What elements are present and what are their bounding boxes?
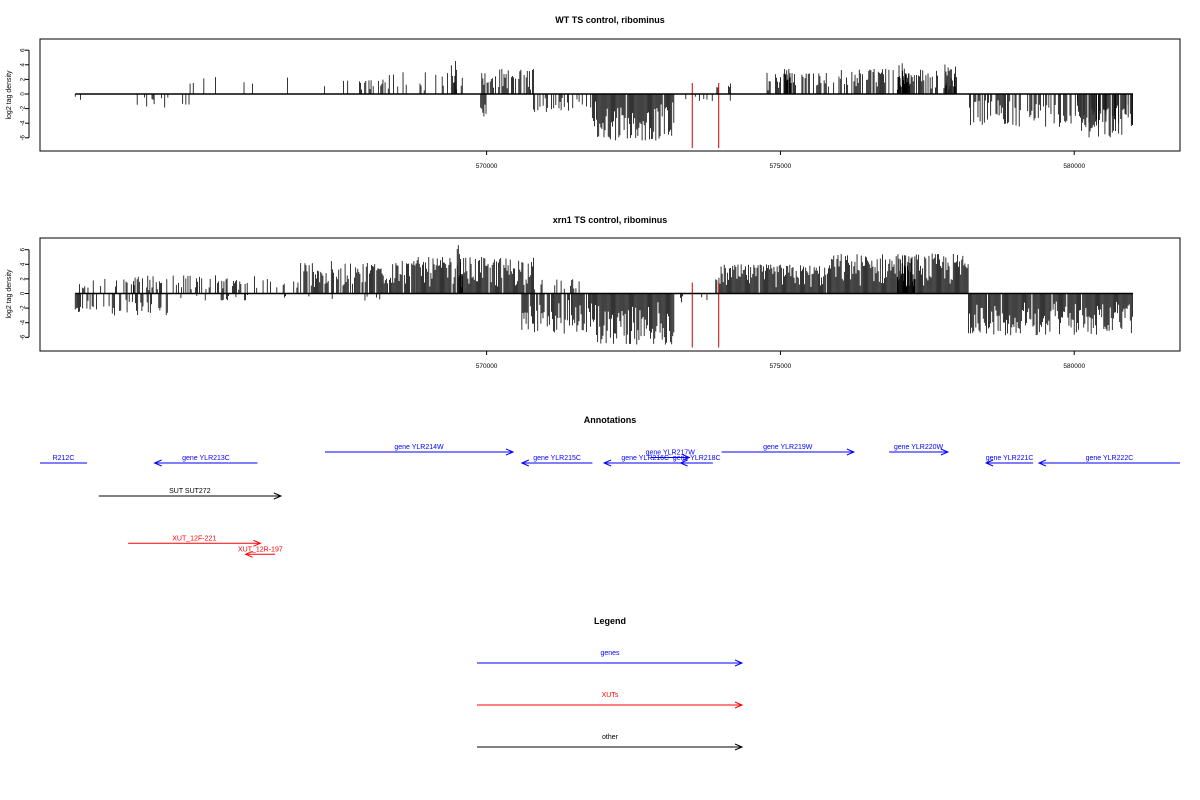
legend-item-xut: XUTs bbox=[477, 692, 744, 709]
x-tick-label: 580000 bbox=[1063, 363, 1085, 370]
feature-label: SUT SUT272 bbox=[169, 488, 211, 495]
x-tick-label: 580000 bbox=[1063, 163, 1085, 170]
annotation-features: R212C gene YLR213C gene YLR214W gene YLR215… bbox=[40, 444, 1180, 558]
y-tick-label: 2 bbox=[21, 77, 27, 81]
x-tick-label: 575000 bbox=[770, 363, 792, 370]
feature-xut: XUT_12F-221 bbox=[128, 535, 262, 547]
legend-label: other bbox=[602, 734, 619, 741]
arrowhead bbox=[520, 459, 530, 467]
y-axis-ticks: -6 -4 -2 0 2 4 6 bbox=[21, 247, 30, 340]
legend-item-gene: genes bbox=[477, 650, 744, 667]
feature-xut: XUT_12R-197 bbox=[238, 546, 283, 558]
feature-label: XUT_12F-221 bbox=[172, 535, 216, 542]
legend-label: genes bbox=[600, 650, 620, 657]
panel-title: xrn1 TS control, ribominus bbox=[553, 215, 668, 225]
arrowhead bbox=[734, 659, 744, 667]
track-panel-wt: WT TS control, ribominus log2 tag densit… bbox=[6, 15, 1181, 170]
density-bars bbox=[74, 60, 1133, 141]
feature-gene: gene YLR214W bbox=[325, 444, 515, 456]
annotations-track: Annotations R212C gene YLR213C gene YLR214… bbox=[40, 415, 1180, 558]
arrowhead bbox=[1037, 459, 1047, 467]
feature-label: gene YLR216C bbox=[621, 455, 669, 462]
feature-gene: gene YLR213C bbox=[153, 455, 258, 467]
feature-gene: gene YLR216C bbox=[602, 455, 687, 467]
red-markers bbox=[691, 83, 720, 149]
y-tick-label: -2 bbox=[21, 105, 27, 111]
y-tick-label: 6 bbox=[21, 247, 27, 251]
y-axis-label: log2 tag density bbox=[6, 70, 13, 120]
feature-label: R212C bbox=[53, 455, 75, 462]
track-panel-xrn1: xrn1 TS control, ribominus log2 tag dens… bbox=[6, 215, 1181, 370]
y-tick-label: -2 bbox=[21, 305, 27, 311]
feature-label: gene YLR213C bbox=[182, 455, 230, 462]
y-axis-label: log2 tag density bbox=[6, 269, 13, 319]
feature-label: gene YLR222C bbox=[1086, 455, 1134, 462]
legend-label: XUTs bbox=[602, 692, 619, 699]
x-tick-label: 575000 bbox=[770, 163, 792, 170]
y-tick-label: 4 bbox=[21, 62, 27, 66]
panel-title: WT TS control, ribominus bbox=[555, 15, 665, 25]
feature-gene: gene YLR218C bbox=[673, 455, 721, 467]
y-tick-label: -6 bbox=[21, 334, 27, 340]
y-axis-ticks: -6 -4 -2 0 2 4 6 bbox=[21, 48, 30, 140]
legend: Legend genes XUTs other bbox=[477, 616, 744, 751]
feature-label: gene YLR215C bbox=[533, 455, 581, 462]
y-tick-label: 4 bbox=[21, 262, 27, 266]
density-bars bbox=[74, 245, 1133, 345]
x-tick-label: 570000 bbox=[476, 363, 498, 370]
arrowhead bbox=[602, 459, 612, 467]
y-tick-label: -4 bbox=[21, 120, 27, 126]
y-tick-label: 0 bbox=[21, 92, 27, 96]
arrowhead bbox=[734, 701, 744, 709]
feature-label: XUT_12R-197 bbox=[238, 546, 283, 553]
feature-gene: gene YLR217W bbox=[646, 450, 696, 461]
arrowhead bbox=[244, 550, 253, 558]
y-tick-label: -6 bbox=[21, 134, 27, 140]
plot-frame bbox=[39, 38, 1181, 152]
arrowhead bbox=[679, 459, 688, 467]
arrowhead bbox=[734, 743, 744, 751]
red-markers bbox=[691, 282, 720, 348]
arrowhead bbox=[273, 492, 283, 500]
feature-label: gene YLR221C bbox=[986, 455, 1034, 462]
arrowhead bbox=[984, 459, 994, 467]
arrowhead bbox=[940, 448, 950, 456]
feature-label: gene YLR220W bbox=[894, 444, 944, 451]
x-axis-ticks: 570000 575000 580000 bbox=[476, 151, 1085, 170]
legend-title: Legend bbox=[594, 616, 626, 626]
arrowhead bbox=[846, 448, 856, 456]
y-tick-label: 6 bbox=[21, 48, 27, 52]
y-tick-label: 2 bbox=[21, 277, 27, 281]
feature-gene: gene YLR222C bbox=[1037, 455, 1180, 467]
feature-gene: gene YLR215C bbox=[520, 455, 593, 467]
arrowhead bbox=[682, 454, 691, 461]
feature-other: SUT SUT272 bbox=[98, 488, 283, 500]
legend-entries: genes XUTs other bbox=[477, 650, 744, 751]
x-tick-label: 570000 bbox=[476, 163, 498, 170]
arrowhead bbox=[153, 459, 162, 467]
feature-gene: gene YLR219W bbox=[721, 444, 856, 456]
feature-gene: gene YLR220W bbox=[889, 444, 950, 456]
feature-gene: R212C bbox=[40, 455, 88, 464]
annotations-title: Annotations bbox=[584, 415, 637, 425]
feature-label: gene YLR219W bbox=[763, 444, 813, 451]
arrowhead bbox=[253, 539, 262, 547]
feature-label: gene YLR218C bbox=[673, 455, 721, 462]
feature-gene: gene YLR221C bbox=[984, 455, 1034, 467]
arrowhead bbox=[505, 448, 515, 456]
y-tick-label: -4 bbox=[21, 319, 27, 325]
x-axis-ticks: 570000 575000 580000 bbox=[476, 351, 1085, 370]
legend-item-other: other bbox=[477, 734, 744, 751]
y-tick-label: 0 bbox=[21, 291, 27, 295]
feature-label: gene YLR214W bbox=[394, 444, 444, 451]
plot-frame bbox=[39, 237, 1181, 352]
feature-label: gene YLR217W bbox=[646, 450, 696, 457]
